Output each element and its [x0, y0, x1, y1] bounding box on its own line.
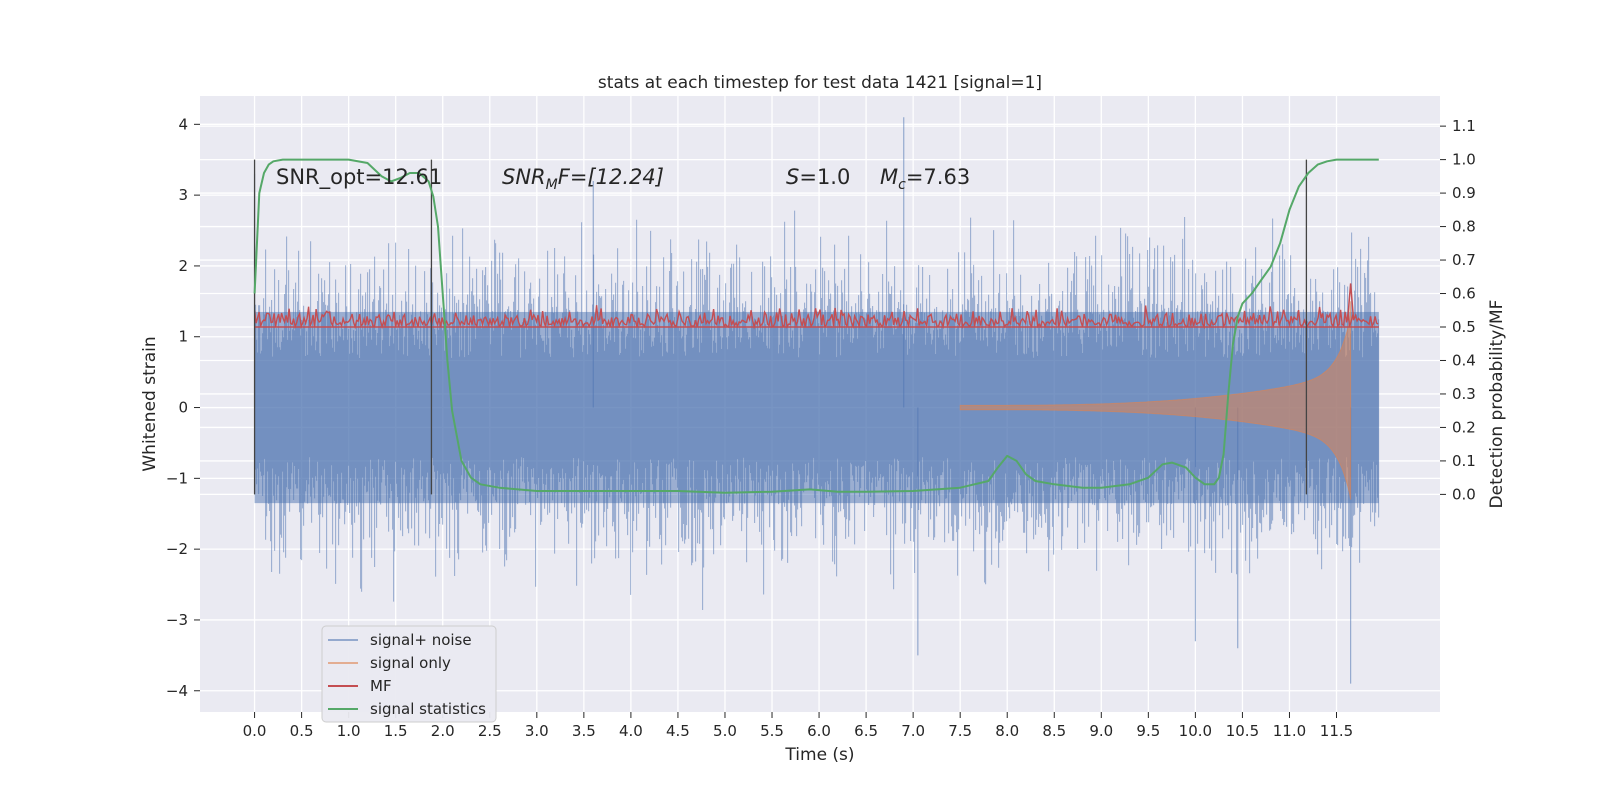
y-tick-label: 4 [178, 115, 188, 133]
y-axis-ticks: −4 −3 −2 −1 0 1 2 3 4 [166, 115, 200, 700]
x-tick-label: 2.0 [431, 722, 455, 740]
x-tick-label: 0.0 [243, 722, 267, 740]
x-tick-label: 6.0 [807, 722, 831, 740]
y-tick-label: −3 [166, 611, 188, 629]
annotation-snr-opt: SNR_opt=12.61 [276, 165, 442, 190]
snr-mf-sub: M [546, 177, 558, 193]
legend-label-signal-noise: signal+ noise [370, 631, 472, 649]
x-tick-label: 10.5 [1226, 722, 1259, 740]
legend-label-signal-only: signal only [370, 654, 451, 672]
mf-series [253, 283, 1379, 330]
snr-mf-base: SNR [502, 165, 546, 189]
y-tick-label: −1 [166, 469, 188, 487]
vertical-markers [253, 159, 1308, 495]
x-tick-label: 1.5 [384, 722, 408, 740]
x-tick-label: 9.5 [1136, 722, 1160, 740]
y-tick-label: 3 [178, 186, 188, 204]
legend-box [321, 625, 497, 723]
x-axis-ticks: 0.0 0.5 1.0 1.5 2.0 2.5 3.0 3.5 4.0 4.5 5.0 5.5 6.0 6… [243, 712, 1353, 740]
y-right-tick-label: 0.0 [1452, 485, 1476, 503]
x-tick-label: 0.5 [290, 722, 314, 740]
x-tick-label: 3.0 [525, 722, 549, 740]
legend: signal+ noise signal only MF signal stat… [321, 625, 497, 723]
x-tick-label: 4.5 [666, 722, 690, 740]
x-tick-label: 4.0 [619, 722, 643, 740]
chirp-envelope [959, 301, 1352, 500]
y-tick-label: 1 [178, 328, 188, 346]
x-tick-label: 5.5 [760, 722, 784, 740]
y-axis-right-ticks: 0.0 0.1 0.2 0.3 0.4 0.5 0.6 0.7 0.8 0.9 1.0 1.1 [1440, 117, 1476, 503]
y-right-tick-label: 0.8 [1452, 218, 1476, 236]
y-right-tick-label: 0.4 [1452, 351, 1476, 369]
y-right-tick-label: 0.7 [1452, 251, 1476, 269]
x-tick-label: 6.5 [854, 722, 878, 740]
x-tick-label: 8.5 [1042, 722, 1066, 740]
s-symbol: S [786, 165, 799, 189]
legend-label-mf: MF [370, 677, 392, 695]
s-value: =1.0 [799, 165, 850, 189]
x-tick-label: 11.0 [1273, 722, 1306, 740]
y-right-tick-label: 1.0 [1452, 151, 1476, 169]
x-tick-label: 7.0 [901, 722, 925, 740]
mc-value: =7.63 [906, 165, 970, 189]
y-right-tick-label: 0.9 [1452, 184, 1476, 202]
y-tick-label: 2 [178, 257, 188, 275]
y-right-tick-label: 0.6 [1452, 285, 1476, 303]
mf-line [253, 305, 1379, 330]
signal-statistics-series [253, 158, 1379, 494]
y-tick-label: 0 [178, 399, 188, 417]
mf-peak [1346, 283, 1355, 321]
x-tick-label: 2.5 [478, 722, 502, 740]
y-right-tick-label: 0.5 [1452, 318, 1476, 336]
y-right-tick-label: 1.1 [1452, 117, 1476, 135]
x-tick-label: 3.5 [572, 722, 596, 740]
y-right-tick-label: 0.3 [1452, 385, 1476, 403]
x-tick-label: 8.0 [995, 722, 1019, 740]
y-right-tick-label: 0.2 [1452, 418, 1476, 436]
signal-only-series [959, 301, 1352, 500]
mc-symbol: M [880, 165, 898, 189]
x-tick-label: 11.5 [1320, 722, 1353, 740]
x-tick-label: 7.5 [948, 722, 972, 740]
x-tick-label: 9.0 [1089, 722, 1113, 740]
y-right-tick-label: 0.1 [1452, 452, 1476, 470]
y-axis-right-label: Detection probability/MF [1487, 300, 1507, 509]
x-tick-label: 1.0 [337, 722, 361, 740]
signal-statistics-line [253, 158, 1379, 494]
y-tick-label: −2 [166, 540, 188, 558]
snr-mf-tail: F=[12.24] [558, 165, 664, 189]
x-tick-label: 5.0 [713, 722, 737, 740]
x-tick-label: 10.0 [1179, 722, 1212, 740]
y-axis-label: Whitened strain [140, 336, 160, 471]
y-tick-label: −4 [166, 682, 188, 700]
mc-subscript: c [898, 177, 906, 193]
annotation-mc: Mc=7.63 [880, 165, 970, 193]
legend-label-signal-statistics: signal statistics [370, 700, 486, 718]
annotation-s: S=1.0 [786, 165, 850, 189]
x-axis-label: Time (s) [784, 745, 854, 765]
annotation-snr-mf: SNRMF=[12.24] [502, 165, 664, 193]
chart-title: stats at each timestep for test data 142… [598, 73, 1042, 93]
